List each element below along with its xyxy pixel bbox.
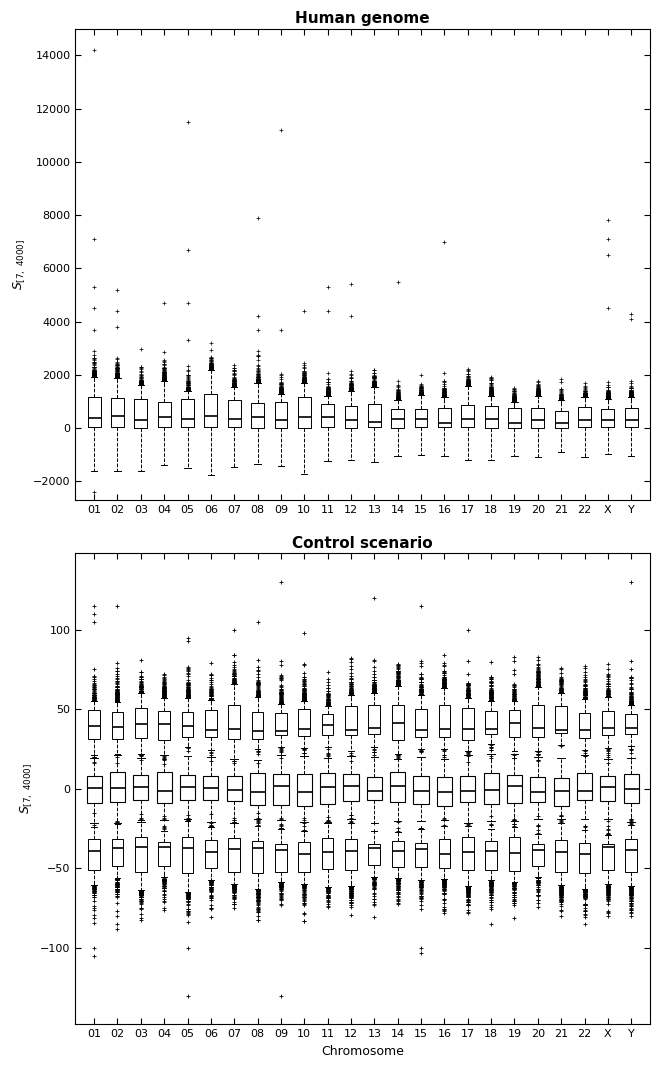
PathPatch shape bbox=[250, 773, 265, 805]
PathPatch shape bbox=[180, 775, 195, 800]
PathPatch shape bbox=[135, 837, 147, 871]
PathPatch shape bbox=[227, 776, 242, 801]
PathPatch shape bbox=[532, 845, 543, 866]
PathPatch shape bbox=[485, 711, 497, 733]
PathPatch shape bbox=[135, 708, 147, 738]
PathPatch shape bbox=[345, 706, 357, 735]
PathPatch shape bbox=[415, 842, 427, 867]
PathPatch shape bbox=[112, 839, 124, 867]
PathPatch shape bbox=[252, 841, 264, 872]
PathPatch shape bbox=[87, 776, 102, 803]
PathPatch shape bbox=[205, 710, 217, 737]
PathPatch shape bbox=[625, 839, 637, 872]
PathPatch shape bbox=[438, 706, 450, 738]
PathPatch shape bbox=[508, 837, 520, 871]
PathPatch shape bbox=[462, 708, 473, 740]
PathPatch shape bbox=[182, 712, 194, 737]
PathPatch shape bbox=[204, 775, 218, 801]
PathPatch shape bbox=[390, 772, 405, 802]
PathPatch shape bbox=[229, 838, 240, 872]
PathPatch shape bbox=[322, 713, 333, 734]
PathPatch shape bbox=[112, 712, 124, 739]
PathPatch shape bbox=[507, 775, 522, 803]
PathPatch shape bbox=[159, 842, 170, 866]
PathPatch shape bbox=[274, 774, 288, 805]
PathPatch shape bbox=[344, 774, 358, 801]
PathPatch shape bbox=[555, 706, 567, 733]
PathPatch shape bbox=[530, 776, 545, 802]
Y-axis label: $S_{[7,\ 4000]}$: $S_{[7,\ 4000]}$ bbox=[19, 763, 34, 815]
PathPatch shape bbox=[368, 706, 380, 734]
PathPatch shape bbox=[483, 773, 498, 804]
PathPatch shape bbox=[298, 709, 310, 735]
PathPatch shape bbox=[297, 774, 312, 806]
PathPatch shape bbox=[182, 837, 194, 872]
X-axis label: Chromosome: Chromosome bbox=[321, 1044, 404, 1058]
Title: Human genome: Human genome bbox=[295, 11, 430, 26]
PathPatch shape bbox=[553, 777, 568, 806]
PathPatch shape bbox=[578, 713, 590, 739]
PathPatch shape bbox=[275, 713, 287, 734]
PathPatch shape bbox=[367, 777, 382, 801]
PathPatch shape bbox=[602, 711, 613, 734]
PathPatch shape bbox=[532, 706, 543, 737]
PathPatch shape bbox=[392, 841, 403, 867]
PathPatch shape bbox=[460, 776, 475, 803]
PathPatch shape bbox=[577, 774, 592, 801]
PathPatch shape bbox=[252, 712, 264, 739]
PathPatch shape bbox=[110, 772, 125, 803]
PathPatch shape bbox=[602, 843, 613, 870]
PathPatch shape bbox=[438, 839, 450, 868]
PathPatch shape bbox=[485, 841, 497, 870]
PathPatch shape bbox=[345, 838, 357, 870]
PathPatch shape bbox=[623, 774, 639, 803]
PathPatch shape bbox=[298, 842, 310, 872]
PathPatch shape bbox=[555, 840, 567, 871]
PathPatch shape bbox=[578, 843, 590, 872]
PathPatch shape bbox=[322, 838, 333, 869]
PathPatch shape bbox=[157, 772, 172, 803]
Y-axis label: $S_{[7,\ 4000]}$: $S_{[7,\ 4000]}$ bbox=[11, 238, 28, 290]
PathPatch shape bbox=[229, 704, 240, 739]
PathPatch shape bbox=[625, 713, 637, 733]
PathPatch shape bbox=[275, 845, 287, 872]
PathPatch shape bbox=[437, 777, 452, 806]
PathPatch shape bbox=[89, 838, 100, 870]
PathPatch shape bbox=[205, 840, 217, 868]
PathPatch shape bbox=[508, 710, 520, 737]
PathPatch shape bbox=[462, 837, 473, 869]
PathPatch shape bbox=[320, 773, 335, 804]
PathPatch shape bbox=[368, 843, 380, 865]
PathPatch shape bbox=[600, 776, 615, 801]
PathPatch shape bbox=[415, 709, 427, 737]
PathPatch shape bbox=[159, 711, 170, 740]
PathPatch shape bbox=[413, 776, 428, 804]
PathPatch shape bbox=[392, 704, 403, 741]
PathPatch shape bbox=[89, 710, 100, 739]
PathPatch shape bbox=[134, 775, 149, 800]
Title: Control scenario: Control scenario bbox=[292, 536, 433, 551]
